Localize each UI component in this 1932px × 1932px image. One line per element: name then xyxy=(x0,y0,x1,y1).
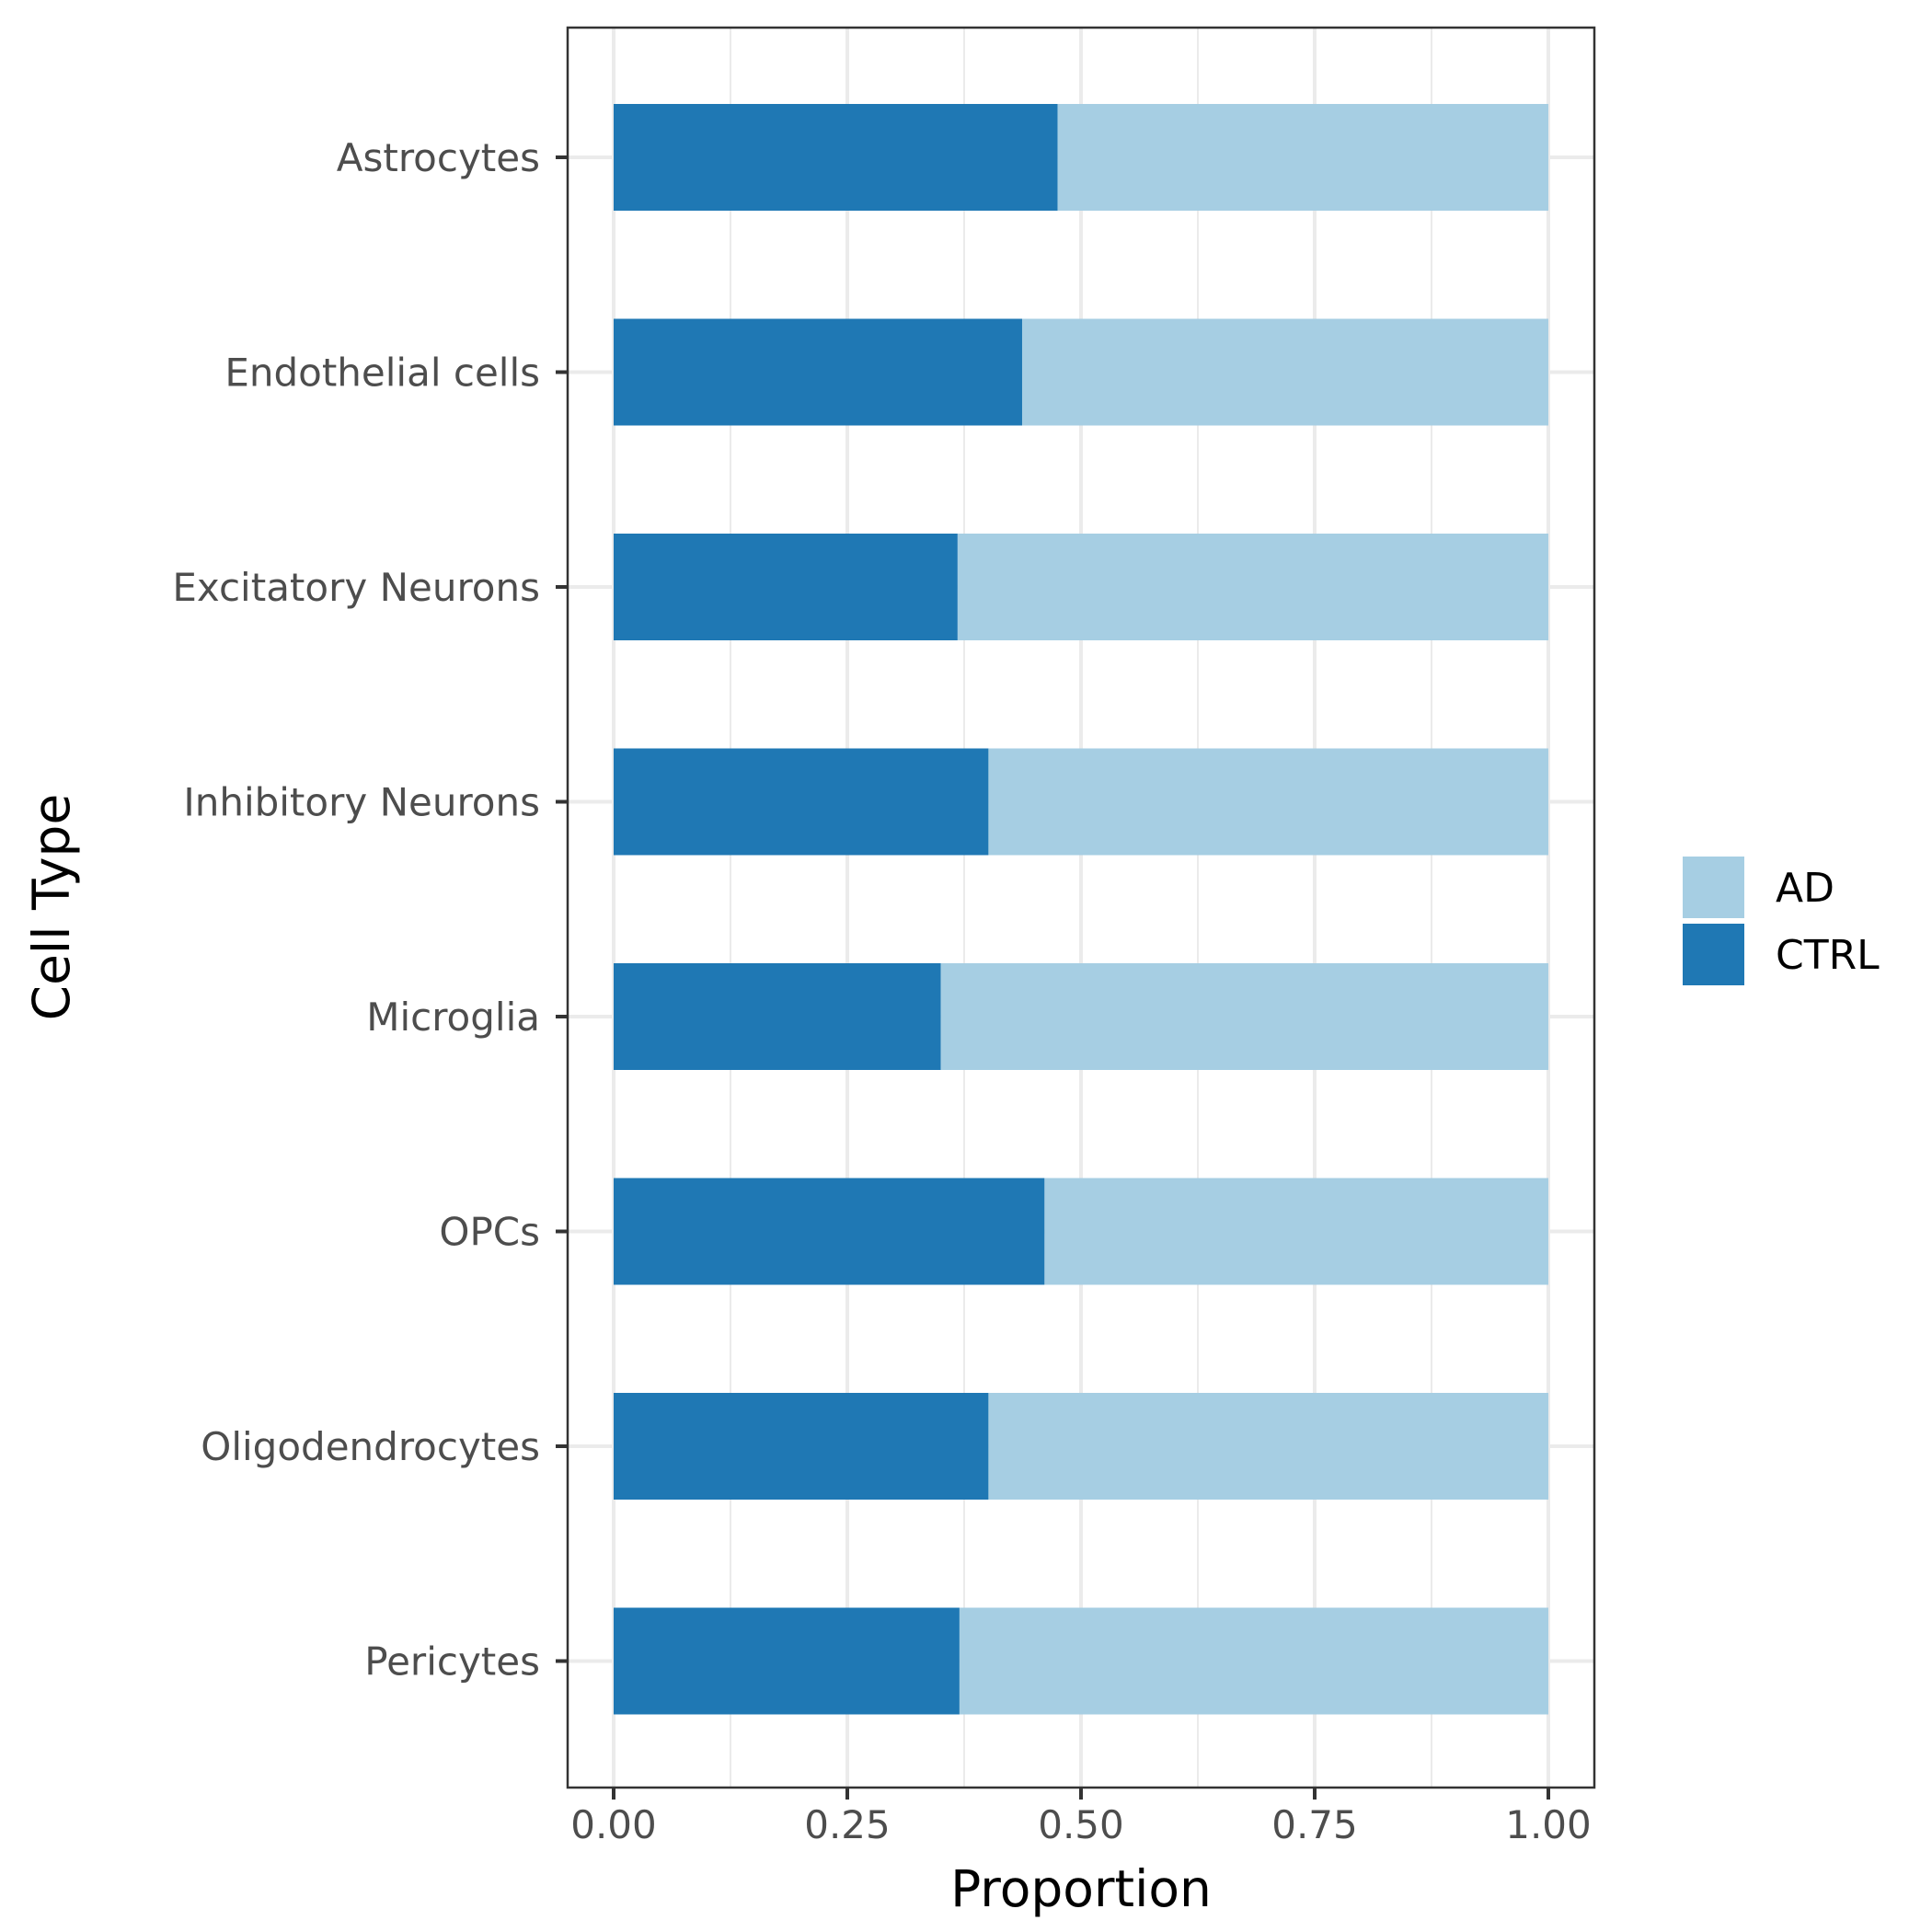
y-axis-ticks: Astrocytes Endothelial cells Excitatory Ne… xyxy=(172,135,568,1685)
bar-ctrl-inhibitory-neurons xyxy=(614,748,989,856)
bar-ctrl-oligodendrocytes xyxy=(614,1393,989,1500)
bar-ad-excitatory-neurons xyxy=(957,534,1548,640)
bar-ctrl-excitatory-neurons xyxy=(614,534,958,640)
bar-ad-oligodendrocytes xyxy=(988,1393,1548,1500)
bar-ad-pericytes xyxy=(959,1607,1548,1715)
y-tick-label: Astrocytes xyxy=(337,135,540,180)
bar-ad-astrocytes xyxy=(1057,104,1548,211)
bars xyxy=(614,104,1548,1715)
x-axis-title: Proportion xyxy=(950,1859,1212,1918)
bar-ctrl-microglia xyxy=(614,963,941,1070)
y-tick-label: Pericytes xyxy=(364,1639,540,1685)
x-tick-label: 0.25 xyxy=(804,1802,891,1847)
x-tick-label: 0.00 xyxy=(570,1802,657,1847)
bar-ctrl-opcs xyxy=(614,1178,1045,1285)
legend-key-ad xyxy=(1683,857,1744,918)
bar-ad-opcs xyxy=(1044,1178,1548,1285)
legend-key-ctrl xyxy=(1683,924,1744,985)
bar-ctrl-endothelial-cells xyxy=(614,318,1022,426)
y-tick-label: Oligodendrocytes xyxy=(201,1424,540,1469)
grid-lines xyxy=(568,28,1594,1788)
legend-label-ctrl: CTRL xyxy=(1776,932,1880,979)
x-tick-label: 0.50 xyxy=(1038,1802,1124,1847)
bar-ad-endothelial-cells xyxy=(1021,318,1548,426)
legend: AD CTRL xyxy=(1683,857,1880,985)
y-tick-label: Endothelial cells xyxy=(224,351,540,396)
bar-ctrl-pericytes xyxy=(614,1607,960,1715)
x-axis-ticks: 0.00 0.25 0.50 0.75 1.00 xyxy=(570,1788,1592,1847)
y-tick-label: OPCs xyxy=(439,1210,540,1255)
y-axis-title: Cell Type xyxy=(22,794,81,1021)
bar-ad-microglia xyxy=(940,963,1548,1070)
legend-label-ad: AD xyxy=(1776,865,1834,912)
y-tick-label: Excitatory Neurons xyxy=(172,565,540,610)
x-tick-label: 1.00 xyxy=(1505,1802,1592,1847)
bar-ctrl-astrocytes xyxy=(614,104,1058,211)
x-tick-label: 0.75 xyxy=(1271,1802,1358,1847)
y-tick-label: Inhibitory Neurons xyxy=(183,780,540,825)
bar-ad-inhibitory-neurons xyxy=(988,748,1548,856)
y-tick-label: Microglia xyxy=(366,995,540,1040)
